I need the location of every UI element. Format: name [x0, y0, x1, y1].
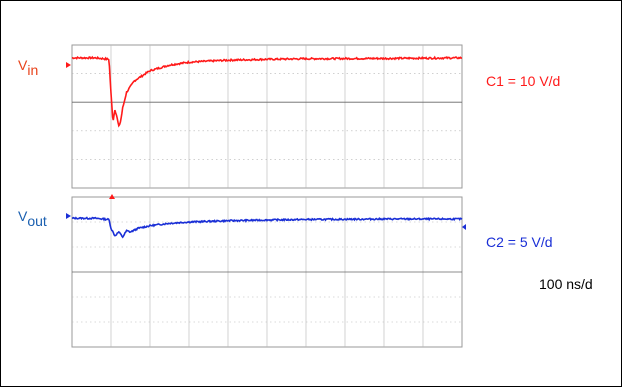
vin-label: Vin: [18, 58, 38, 77]
bottom-level-marker: [462, 224, 466, 230]
c1-scale-label: C1 = 10 V/d: [486, 73, 561, 89]
top-ground-marker: [66, 62, 71, 68]
vout-label-main: V: [18, 208, 28, 224]
timebase-label: 100 ns/d: [539, 276, 593, 292]
bottom-trace-vout: [71, 216, 463, 239]
trigger-marker: [109, 194, 115, 199]
top-trace-vin: [71, 55, 462, 128]
vout-label: Vout: [18, 209, 47, 228]
vin-label-sub: in: [27, 62, 39, 78]
bottom-ground-marker: [66, 213, 71, 219]
vout-label-sub: out: [27, 213, 47, 229]
vin-label-main: V: [18, 57, 28, 73]
c2-scale-label: C2 = 5 V/d: [486, 234, 553, 250]
